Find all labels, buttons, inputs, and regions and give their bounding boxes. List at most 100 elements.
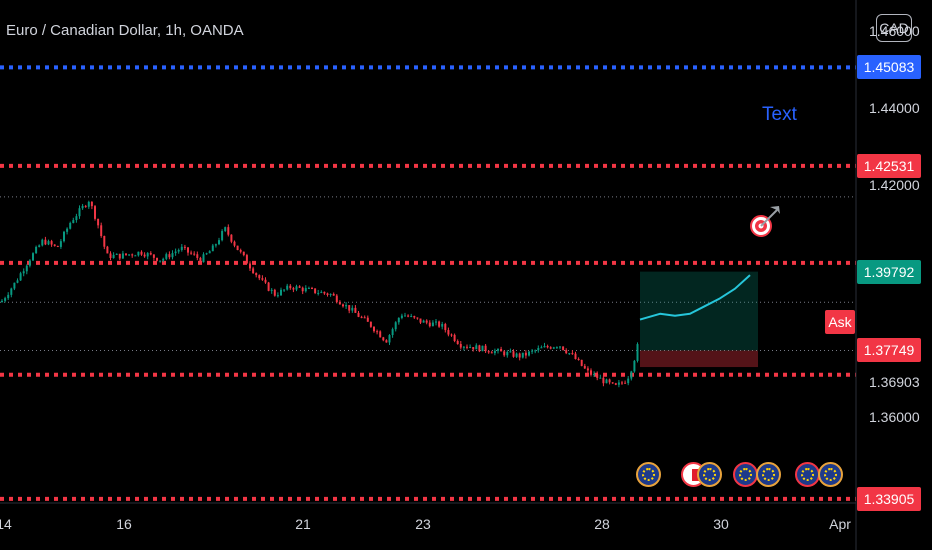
candle	[280, 287, 282, 297]
price-tag: 1.33905	[857, 486, 921, 511]
candle	[224, 226, 227, 233]
candle	[583, 363, 586, 370]
candle	[565, 348, 568, 355]
candle	[41, 238, 44, 247]
candle	[444, 322, 447, 333]
candle	[149, 251, 152, 256]
candle	[438, 320, 441, 328]
candle	[586, 366, 589, 374]
annotation-text[interactable]: Text	[762, 104, 797, 125]
candle	[410, 313, 413, 318]
candle	[13, 282, 16, 291]
candle	[249, 261, 251, 272]
price-tag: 1.37749	[857, 338, 921, 363]
candle	[78, 205, 81, 219]
ask-label: Ask	[825, 310, 855, 334]
candle	[472, 347, 475, 352]
candle	[571, 350, 574, 355]
candle	[394, 321, 397, 332]
candle	[286, 283, 289, 291]
eu-flag-icon[interactable]	[636, 458, 664, 492]
eu-flag-icon[interactable]	[697, 458, 725, 492]
stop-zone[interactable]	[640, 350, 758, 368]
candle	[546, 344, 549, 349]
candle	[264, 277, 267, 284]
candle	[187, 247, 189, 256]
y-tick-label: 1.46000	[869, 23, 920, 39]
candle	[416, 317, 419, 320]
candle	[233, 240, 236, 248]
candle	[602, 375, 605, 387]
candle	[301, 286, 304, 295]
candle	[307, 286, 310, 289]
candle	[38, 244, 41, 248]
candle	[466, 344, 468, 350]
candle	[608, 378, 611, 385]
candle	[230, 234, 233, 244]
candle	[534, 349, 537, 354]
candle	[459, 340, 462, 350]
candle	[419, 318, 422, 325]
candle	[348, 305, 351, 314]
candle	[106, 245, 109, 254]
y-tick-label: 1.36903	[869, 374, 920, 391]
candle	[599, 374, 602, 379]
candle	[208, 250, 211, 254]
candle	[366, 315, 369, 322]
eu-flag-icon[interactable]	[756, 458, 784, 492]
candle	[171, 250, 174, 260]
candle	[382, 336, 385, 342]
candle	[503, 350, 506, 357]
candle	[152, 254, 155, 261]
candle	[211, 243, 214, 252]
eu-flag-icon[interactable]	[733, 458, 761, 492]
candle	[125, 253, 127, 256]
candle	[298, 285, 301, 289]
candle	[453, 333, 456, 343]
candle	[131, 253, 134, 258]
eu-flag-icon[interactable]	[818, 458, 846, 492]
x-tick-label: 21	[295, 516, 311, 532]
candle	[227, 224, 230, 237]
candle	[72, 217, 75, 224]
candle	[484, 343, 487, 353]
candle	[428, 320, 431, 328]
candle	[270, 288, 273, 294]
candle	[323, 291, 326, 295]
candle	[50, 239, 53, 247]
candle	[66, 227, 69, 235]
candle	[196, 251, 199, 261]
candle	[28, 259, 31, 268]
candle	[633, 359, 636, 373]
candle	[255, 272, 258, 278]
candle	[326, 292, 329, 297]
candle	[621, 380, 623, 385]
forecast-path[interactable]	[639, 274, 751, 321]
x-tick-label: 30	[713, 516, 729, 532]
candle	[373, 326, 375, 333]
candle	[90, 201, 93, 210]
candle	[75, 213, 78, 223]
candle	[574, 351, 577, 360]
candle	[115, 253, 118, 256]
candle	[332, 292, 335, 296]
candle	[35, 245, 38, 254]
candle	[413, 315, 416, 319]
candle	[283, 289, 286, 292]
candle	[317, 289, 320, 296]
candle	[276, 292, 279, 298]
candle	[32, 252, 34, 261]
candle	[239, 248, 242, 254]
candle	[193, 251, 196, 256]
candle	[190, 250, 193, 255]
candle	[121, 250, 124, 259]
candle	[379, 330, 382, 338]
candle	[289, 284, 292, 290]
candle	[518, 352, 521, 361]
candle	[221, 229, 224, 242]
candle	[4, 296, 7, 303]
price-tag: 1.39792	[857, 259, 921, 284]
currency-button[interactable]: CAD	[876, 14, 912, 42]
candle	[56, 245, 59, 248]
